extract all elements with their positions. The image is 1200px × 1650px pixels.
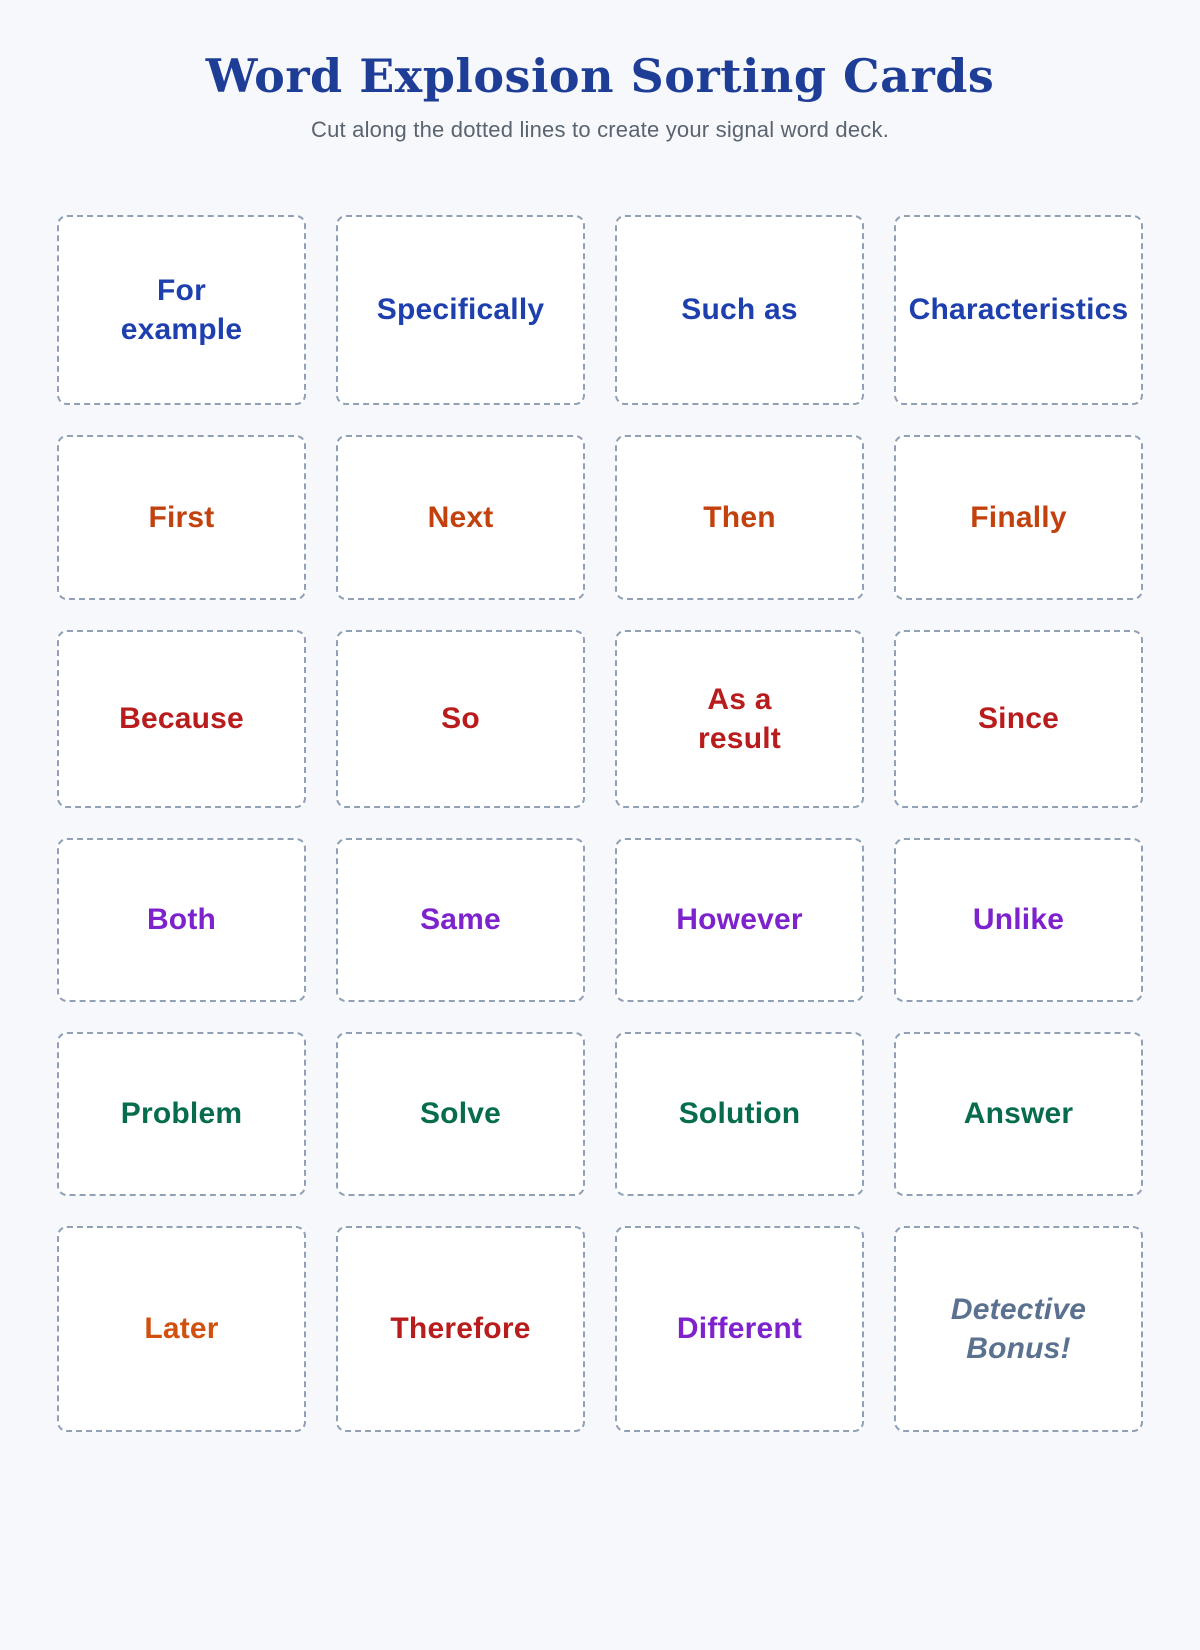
card-label: Problem <box>120 1097 243 1131</box>
card-label: Since <box>977 702 1060 736</box>
card-solve: Solve <box>336 1031 585 1196</box>
card-label: Solve <box>419 1097 502 1131</box>
card-label: Solution <box>678 1097 801 1131</box>
card-label: Next <box>427 500 494 534</box>
sorting-card-grid: For example Specifically Such as Charact… <box>57 214 1143 1432</box>
card-label: Such as <box>681 293 798 327</box>
card-label: Later <box>144 1312 219 1346</box>
card-label: First <box>148 500 215 534</box>
card-unlike: Unlike <box>894 837 1143 1002</box>
card-specifically: Specifically <box>336 214 585 405</box>
card-such-as: Such as <box>615 214 864 405</box>
worksheet-page: Word Explosion Sorting Cards Cut along t… <box>0 50 1200 1650</box>
card-next: Next <box>336 434 585 600</box>
card-for-example: For example <box>57 214 306 405</box>
card-label: As a result <box>698 682 781 755</box>
card-label: Characteristics <box>908 293 1129 327</box>
card-label: Then <box>703 500 776 534</box>
card-however: However <box>615 837 864 1002</box>
card-same: Same <box>336 837 585 1002</box>
card-label: Because <box>119 702 244 736</box>
card-therefore: Therefore <box>336 1225 585 1432</box>
card-since: Since <box>894 629 1143 808</box>
card-label: For example <box>120 273 243 346</box>
card-as-a-result: As a result <box>615 629 864 808</box>
card-label: Both <box>146 903 217 937</box>
page-subtitle: Cut along the dotted lines to create you… <box>310 116 890 142</box>
card-label: Same <box>420 903 501 937</box>
page-title: Word Explosion Sorting Cards <box>205 49 995 103</box>
card-finally: Finally <box>894 434 1143 600</box>
card-detective-bonus: Detective Bonus! <box>894 1225 1143 1432</box>
card-characteristics: Characteristics <box>894 214 1143 405</box>
card-different: Different <box>615 1225 864 1432</box>
card-label: Different <box>676 1312 803 1346</box>
card-then: Then <box>615 434 864 600</box>
card-problem: Problem <box>57 1031 306 1196</box>
card-label: Finally <box>970 500 1067 534</box>
card-label: So <box>441 702 480 736</box>
card-label: Answer <box>963 1097 1074 1131</box>
card-label: Detective Bonus! <box>950 1292 1087 1365</box>
card-so: So <box>336 629 585 808</box>
card-label: However <box>676 903 803 937</box>
card-answer: Answer <box>894 1031 1143 1196</box>
card-later: Later <box>57 1225 306 1432</box>
card-label: Specifically <box>376 293 545 327</box>
card-both: Both <box>57 837 306 1002</box>
card-because: Because <box>57 629 306 808</box>
card-label: Therefore <box>390 1312 531 1346</box>
card-first: First <box>57 434 306 600</box>
card-label: Unlike <box>972 903 1065 937</box>
card-solution: Solution <box>615 1031 864 1196</box>
